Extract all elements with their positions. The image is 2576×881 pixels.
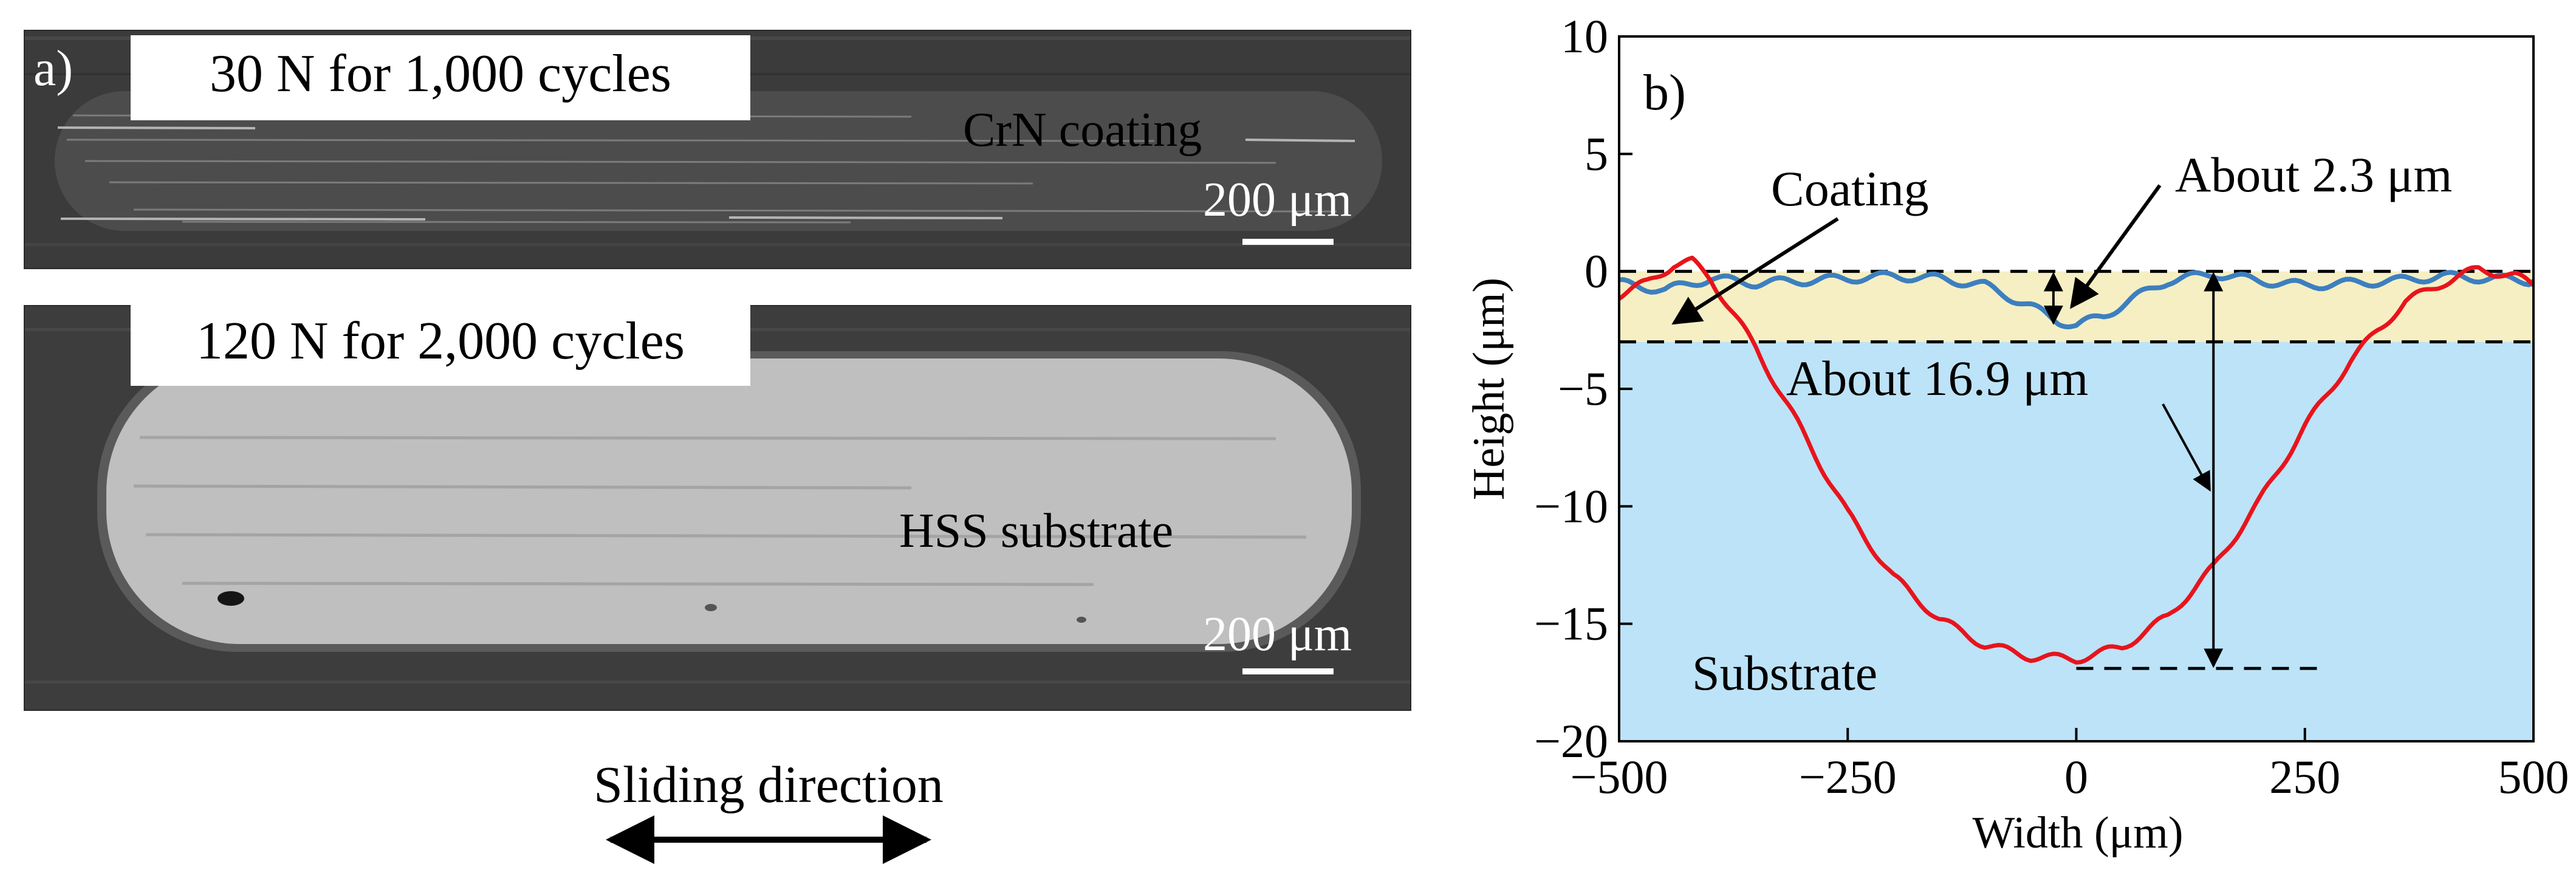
y-tick-label: 10	[1561, 10, 1608, 63]
panel-a: a) 30 N for 1,000 cycles CrN coating 200…	[24, 30, 1411, 864]
y-tick-label: 0	[1584, 245, 1608, 298]
x-tick-label: −500	[1571, 750, 1668, 803]
x-ticks: −500 −250 0 250 500	[1571, 728, 2569, 803]
annotation-substrate: Substrate	[1692, 645, 1877, 701]
x-tick-label: 250	[2269, 750, 2340, 803]
sliding-direction-label: Sliding direction	[594, 755, 944, 814]
pointer-about-2-3	[2070, 184, 2162, 309]
scale-label-1: 200 μm	[1203, 173, 1352, 227]
y-tick-label: 5	[1584, 127, 1608, 180]
x-tick-label: 500	[2498, 750, 2569, 803]
material-label-crn: CrN coating	[963, 103, 1202, 157]
panel-b-chart: 10 5 0 −5 −10 −15 −20 −500 −250 0 250 500 b) Heigh…	[1464, 10, 2569, 858]
annotation-about-16-9: About 16.9 μm	[1786, 351, 2088, 406]
pointer-coating	[1671, 217, 1839, 325]
pointer-about-16-9	[2162, 403, 2211, 492]
x-tick-label: −250	[1799, 750, 1897, 803]
series-blue-30n	[1619, 270, 2533, 329]
caption-30n: 30 N for 1,000 cycles	[210, 44, 671, 103]
wear-track-30n	[55, 91, 1382, 231]
dark-spot	[218, 591, 244, 606]
material-label-hss: HSS substrate	[899, 504, 1173, 558]
reference-lines	[1619, 270, 2533, 670]
annotation-arrows	[1671, 184, 2224, 668]
x-tick-label: 0	[2064, 750, 2088, 803]
y-tick-label: −5	[1558, 362, 1608, 415]
region-coating	[1619, 271, 2533, 342]
caption-box-30n	[131, 35, 750, 120]
y-tick-label: −10	[1534, 479, 1608, 532]
y-ticks: 10 5 0 −5 −10 −15 −20	[1534, 10, 1632, 767]
y-axis-label: Height (μm)	[1464, 278, 1514, 500]
caption-120n: 120 N for 2,000 cycles	[196, 312, 685, 371]
scale-bar-2	[1242, 668, 1334, 674]
panel-b-label: b)	[1643, 64, 1686, 121]
panel-a-label: a)	[33, 40, 73, 97]
series-red-120n	[1619, 255, 2533, 665]
scale-bar-1	[1242, 239, 1334, 245]
caption-box-120n	[131, 304, 750, 386]
wear-track-120n-inner	[106, 358, 1352, 644]
scale-label-2: 200 μm	[1203, 608, 1352, 661]
y-tick-label: −15	[1534, 597, 1608, 650]
annotation-about-2-3: About 2.3 μm	[2175, 147, 2452, 202]
region-substrate	[1619, 341, 2533, 741]
x-axis-label: Width (μm)	[1972, 808, 2183, 858]
annotation-coating: Coating	[1771, 161, 1929, 216]
y-tick-label: −20	[1534, 715, 1608, 767]
